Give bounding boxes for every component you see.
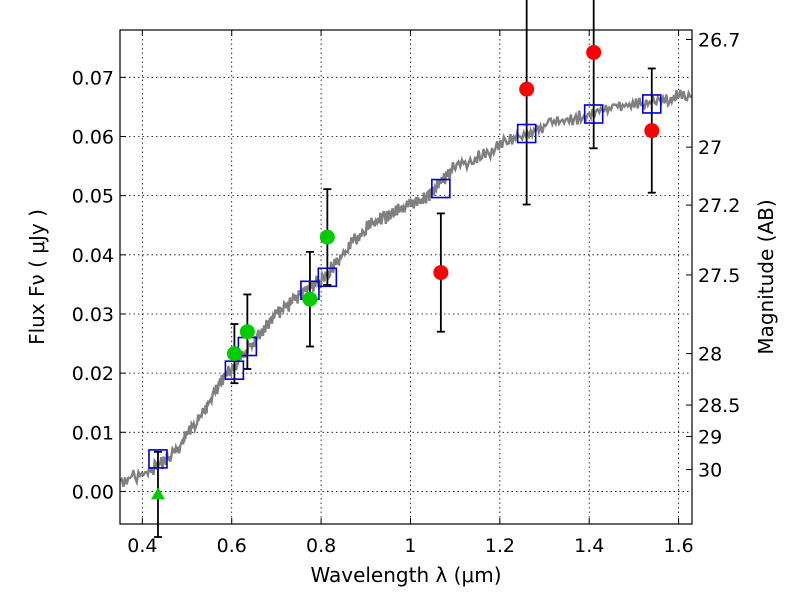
x-axis-title: Wavelength λ (μm) <box>310 563 501 587</box>
right-axis-title: Magnitude (AB) <box>754 199 778 354</box>
red-point <box>644 123 660 139</box>
upper-limit-marker <box>150 487 165 500</box>
x-tick-label: 0.6 <box>217 535 247 557</box>
green-point <box>226 346 242 362</box>
model-band-square <box>583 104 604 124</box>
right-tick-label: 28 <box>698 344 722 366</box>
y-tick-label: 0.02 <box>72 363 114 385</box>
right-tick-label: 27 <box>698 137 722 159</box>
error-bars <box>153 0 656 538</box>
y-tick-label: 0.00 <box>72 481 114 503</box>
x-tick-label: 1.2 <box>485 535 515 557</box>
y-tick-label: 0.01 <box>72 422 114 444</box>
data-points <box>148 44 662 500</box>
red-point <box>519 81 535 97</box>
model-spectrum-line <box>119 89 693 487</box>
plot-frame <box>119 29 693 525</box>
green-point <box>319 229 335 245</box>
x-tick-label: 1 <box>404 535 416 557</box>
y-tick-label: 0.05 <box>72 186 114 208</box>
y-tick-label: 0.03 <box>72 304 114 326</box>
model-spectrum <box>119 89 693 487</box>
red-point <box>433 265 449 281</box>
red-point <box>586 44 602 60</box>
x-tick-label: 1.4 <box>574 535 604 557</box>
model-band-square <box>148 449 168 469</box>
green-point <box>239 324 255 340</box>
grid <box>120 30 692 524</box>
model-band-square <box>641 94 662 114</box>
y-tick-label: 0.06 <box>72 126 114 148</box>
x-tick-label: 0.8 <box>306 535 336 557</box>
right-tick-label: 27.2 <box>698 195 740 217</box>
tick-labels: 0.4 0.6 0.8 1 1.2 1.4 1.6 0.00 0.01 0.02 0.03 0.04 0… <box>72 29 741 557</box>
right-tick-label: 26.7 <box>698 29 740 51</box>
y-axis-title: Flux Fν ( μJy ) <box>25 209 49 345</box>
right-tick-label: 29 <box>698 426 722 448</box>
x-tick-label: 0.4 <box>127 535 157 557</box>
x-tick-label: 1.6 <box>663 535 693 557</box>
y-tick-label: 0.04 <box>72 245 114 267</box>
right-tick-label: 30 <box>698 460 722 482</box>
right-tick-label: 27.5 <box>698 265 740 287</box>
right-tick-label: 28.5 <box>698 395 740 417</box>
model-band-square <box>431 178 451 199</box>
model-band-square <box>317 267 338 288</box>
axis-ticks <box>120 30 692 524</box>
green-point <box>302 291 318 307</box>
model-band-square <box>516 123 537 144</box>
model-band-square <box>224 360 245 380</box>
y-tick-label: 0.07 <box>72 67 114 89</box>
